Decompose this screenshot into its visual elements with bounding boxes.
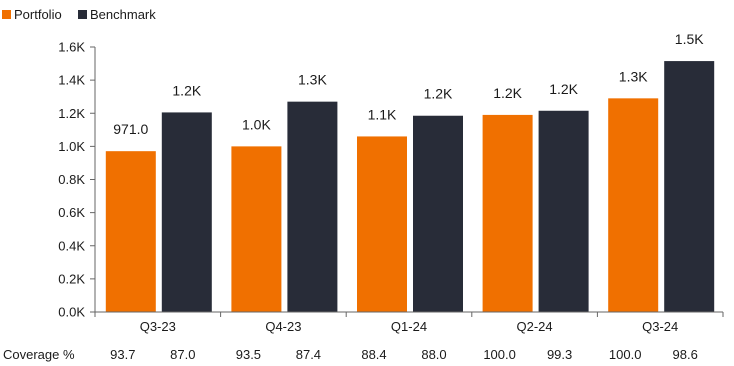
legend-swatch-portfolio [2, 10, 11, 19]
y-tick-label: 0.0K [58, 305, 85, 320]
y-axis: 0.0K 0.2K 0.4K 0.6K 0.8K 1.0K 1.2K 1.4K 1.6K [58, 40, 96, 320]
bar-portfolio-q1-24 [357, 136, 407, 312]
coverage-value-benchmark: 98.6 [673, 347, 698, 362]
x-axis: Q3-23 Q4-23 Q1-24 Q2-24 Q3-24 [94, 311, 724, 334]
bar-benchmark-q4-23 [287, 101, 338, 312]
legend-label-portfolio: Portfolio [14, 7, 62, 22]
bar-benchmark-q2-24 [538, 110, 589, 312]
y-tick-label: 0.6K [58, 205, 85, 220]
bar-portfolio-q3-23 [105, 151, 156, 312]
legend-label-benchmark: Benchmark [90, 7, 156, 22]
legend: Portfolio Benchmark [2, 7, 156, 22]
bar-benchmark-q3-23 [161, 112, 212, 312]
bar-benchmark-q1-24 [413, 115, 463, 312]
x-tick-label: Q2-24 [517, 319, 553, 334]
y-tick-label: 1.2K [58, 106, 85, 121]
bar-portfolio-q3-24 [608, 98, 659, 312]
y-tick-label: 0.8K [58, 172, 85, 187]
bars [105, 61, 715, 312]
data-label-benchmark: 1.2K [172, 82, 201, 98]
data-label-benchmark: 1.5K [675, 31, 704, 47]
data-label-benchmark: 1.3K [298, 72, 327, 88]
y-tick-label: 1.0K [58, 139, 85, 154]
bar-portfolio-q4-23 [231, 146, 282, 312]
data-label-portfolio: 1.0K [242, 116, 271, 132]
data-label-portfolio: 1.1K [368, 106, 397, 122]
y-tick-label: 0.4K [58, 238, 85, 253]
x-tick-label: Q4-23 [265, 319, 301, 334]
coverage-row: Coverage % 93.7 87.0 93.5 87.4 88.4 88.0 100.0 9… [3, 347, 698, 362]
data-label-portfolio: 1.2K [493, 85, 522, 101]
bar-benchmark-q3-24 [664, 61, 715, 312]
x-tick-label: Q1-24 [391, 319, 427, 334]
data-labels: 971.0 1.2K 1.0K 1.3K 1.1K 1.2K 1.2K 1.2K 1.3K 1.5… [113, 31, 704, 137]
coverage-value-portfolio: 88.4 [361, 347, 386, 362]
x-tick-label: Q3-23 [140, 319, 176, 334]
coverage-value-benchmark: 99.3 [547, 347, 572, 362]
y-tick-label: 1.4K [58, 73, 85, 88]
y-tick-label: 0.2K [58, 271, 85, 286]
coverage-value-benchmark: 87.4 [296, 347, 321, 362]
y-tick-label: 1.6K [58, 40, 85, 55]
data-label-benchmark: 1.2K [424, 86, 453, 102]
coverage-value-portfolio: 93.5 [236, 347, 261, 362]
coverage-value-portfolio: 100.0 [483, 347, 516, 362]
data-label-portfolio: 1.3K [619, 68, 648, 84]
legend-swatch-benchmark [78, 10, 87, 19]
x-tick-label: Q3-24 [642, 319, 678, 334]
bar-portfolio-q2-24 [482, 114, 533, 312]
data-label-benchmark: 1.2K [549, 81, 578, 97]
coverage-label: Coverage % [3, 347, 75, 362]
coverage-value-benchmark: 87.0 [170, 347, 195, 362]
data-label-portfolio: 971.0 [113, 121, 148, 137]
coverage-value-benchmark: 88.0 [421, 347, 446, 362]
coverage-value-portfolio: 93.7 [110, 347, 135, 362]
coverage-value-portfolio: 100.0 [609, 347, 642, 362]
